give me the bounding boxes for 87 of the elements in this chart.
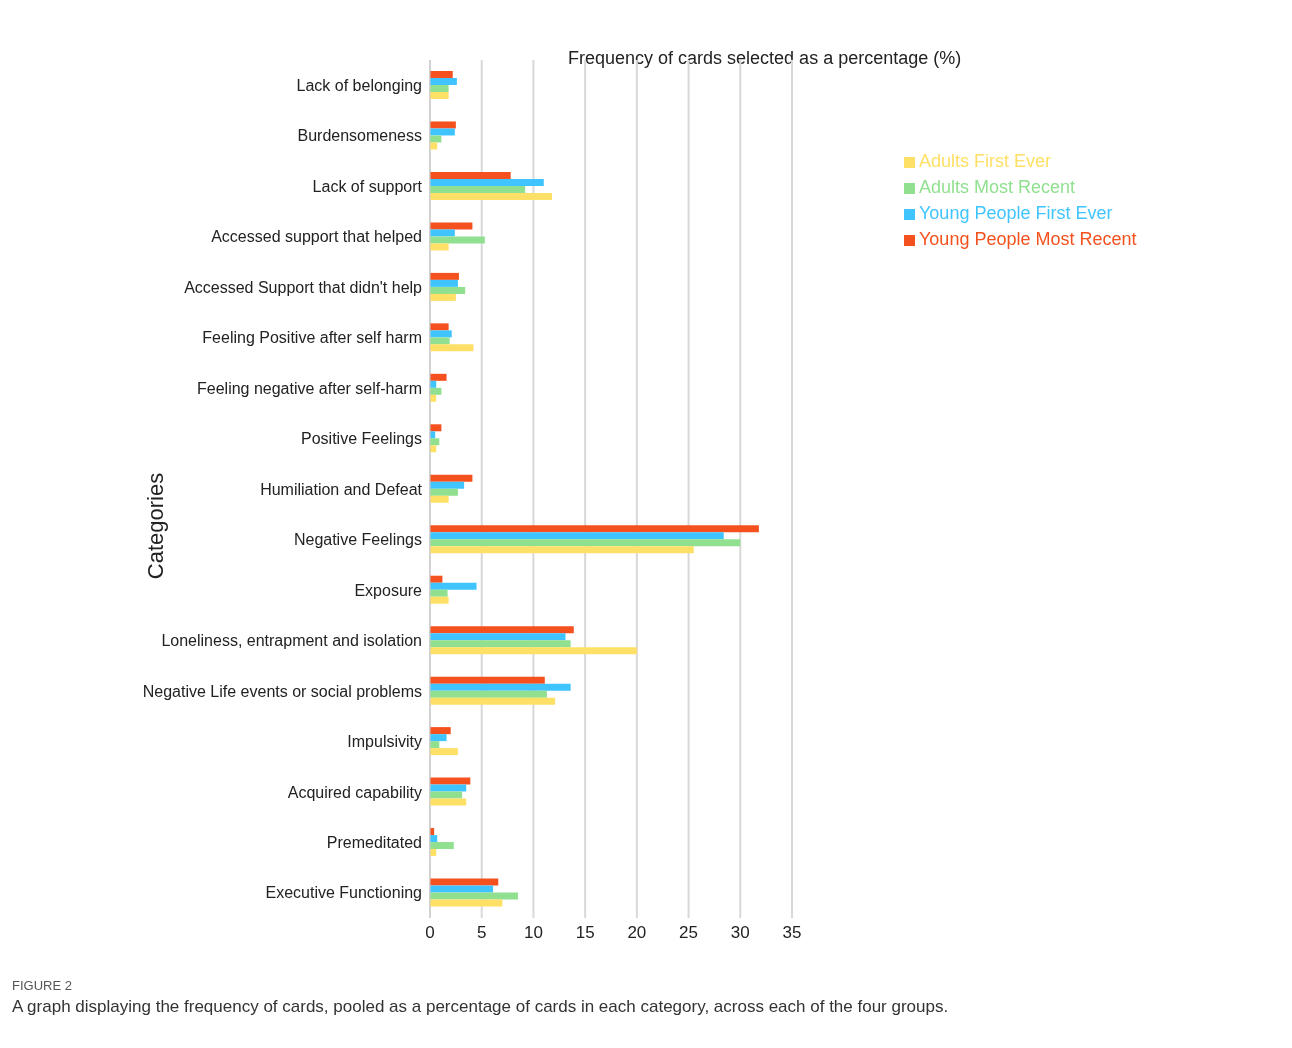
bar bbox=[430, 791, 463, 799]
bar bbox=[430, 892, 518, 900]
x-tick-label: 20 bbox=[627, 923, 647, 943]
y-tick-label: Exposure bbox=[354, 581, 423, 599]
text: A graph displaying the frequency of cards, pooled as a percentage of cards in each category, across each of the four groups. bbox=[12, 997, 950, 1017]
bar bbox=[430, 626, 574, 634]
y-tick-label: Negative Feelings bbox=[293, 531, 422, 549]
bar bbox=[430, 128, 455, 136]
bar bbox=[430, 582, 477, 590]
y-tick-label: Feeling Positive after self harm bbox=[202, 329, 422, 347]
bar bbox=[430, 337, 450, 345]
x-tick-label: 35 bbox=[782, 923, 802, 943]
y-tick-label: Burdensomeness bbox=[297, 127, 422, 145]
bar bbox=[430, 525, 759, 533]
x-tick-label: 5 bbox=[476, 923, 487, 943]
bar bbox=[430, 92, 449, 99]
bar bbox=[430, 885, 494, 893]
bar bbox=[430, 192, 553, 200]
bar bbox=[430, 683, 571, 691]
legend-label: Adults Most Recent bbox=[919, 177, 1076, 197]
legend-label: Young People Most Recent bbox=[919, 229, 1137, 249]
x-axis-title: Frequency of cards selected as a percentage (%) bbox=[568, 48, 962, 69]
legend-label: Adults First Ever bbox=[919, 151, 1052, 171]
y-tick-label: Accessed Support that didn't help bbox=[184, 278, 423, 296]
y-tick-label: Premeditated bbox=[326, 833, 422, 851]
x-tick-label: 10 bbox=[523, 923, 543, 943]
bar bbox=[430, 78, 457, 85]
bar bbox=[430, 373, 447, 381]
bar bbox=[430, 647, 637, 655]
bar bbox=[430, 842, 454, 850]
y-tick-label: Impulsivity bbox=[347, 733, 422, 751]
bar bbox=[430, 222, 473, 230]
x-tick-label: 0 bbox=[425, 923, 435, 943]
bar bbox=[430, 690, 547, 698]
bar bbox=[430, 633, 566, 641]
y-tick-label: Accessed support that helped bbox=[211, 228, 422, 246]
y-tick-label: Acquired capability bbox=[287, 783, 422, 801]
bar bbox=[430, 539, 741, 547]
bar bbox=[430, 236, 485, 244]
bar bbox=[430, 734, 447, 742]
bar bbox=[430, 293, 456, 301]
y-tick-label: Loneliness, entrapment and isolation bbox=[161, 632, 422, 650]
bar bbox=[430, 344, 474, 352]
bar bbox=[430, 330, 452, 338]
bar bbox=[430, 71, 453, 78]
bar bbox=[430, 777, 471, 785]
bar bbox=[430, 286, 466, 294]
bar bbox=[430, 798, 467, 806]
bar bbox=[430, 727, 451, 735]
bar bbox=[430, 229, 455, 237]
bar bbox=[430, 596, 449, 604]
bar bbox=[430, 546, 694, 554]
bar bbox=[430, 748, 458, 756]
bar bbox=[430, 272, 459, 280]
bar bbox=[430, 121, 456, 129]
legend-label: Young People First Ever bbox=[919, 203, 1113, 223]
y-tick-label: Humiliation and Defeat bbox=[260, 480, 423, 498]
x-tick-label: 25 bbox=[679, 923, 699, 943]
bar bbox=[430, 323, 449, 331]
y-tick-label: Positive Feelings bbox=[301, 430, 422, 448]
bar bbox=[430, 85, 449, 92]
bar bbox=[430, 784, 467, 792]
bar bbox=[430, 488, 458, 496]
bar bbox=[430, 279, 458, 287]
x-tick-label: 15 bbox=[575, 923, 595, 943]
bar bbox=[430, 878, 499, 886]
y-tick-label: Lack of support bbox=[312, 177, 423, 195]
bar bbox=[430, 474, 473, 482]
bar bbox=[430, 676, 545, 684]
y-tick-label: Lack of belonging bbox=[296, 76, 422, 94]
y-axis-title: Categories bbox=[143, 471, 169, 582]
bar bbox=[430, 589, 448, 597]
bar bbox=[430, 178, 544, 186]
bar bbox=[430, 481, 465, 489]
bar bbox=[430, 640, 571, 648]
bar bbox=[430, 532, 724, 540]
y-tick-label: Feeling negative after self-harm bbox=[197, 379, 422, 397]
y-tick-label: Executive Functioning bbox=[265, 884, 422, 902]
bar bbox=[430, 899, 503, 907]
bar bbox=[430, 243, 449, 251]
bar bbox=[430, 185, 526, 193]
y-tick-label: Negative Life events or social problems bbox=[142, 682, 422, 700]
bar bbox=[430, 171, 511, 179]
bar bbox=[430, 697, 556, 705]
bar bbox=[430, 495, 449, 503]
x-tick-label: 30 bbox=[730, 923, 750, 943]
caption: FIGURE 2 bbox=[12, 978, 73, 993]
